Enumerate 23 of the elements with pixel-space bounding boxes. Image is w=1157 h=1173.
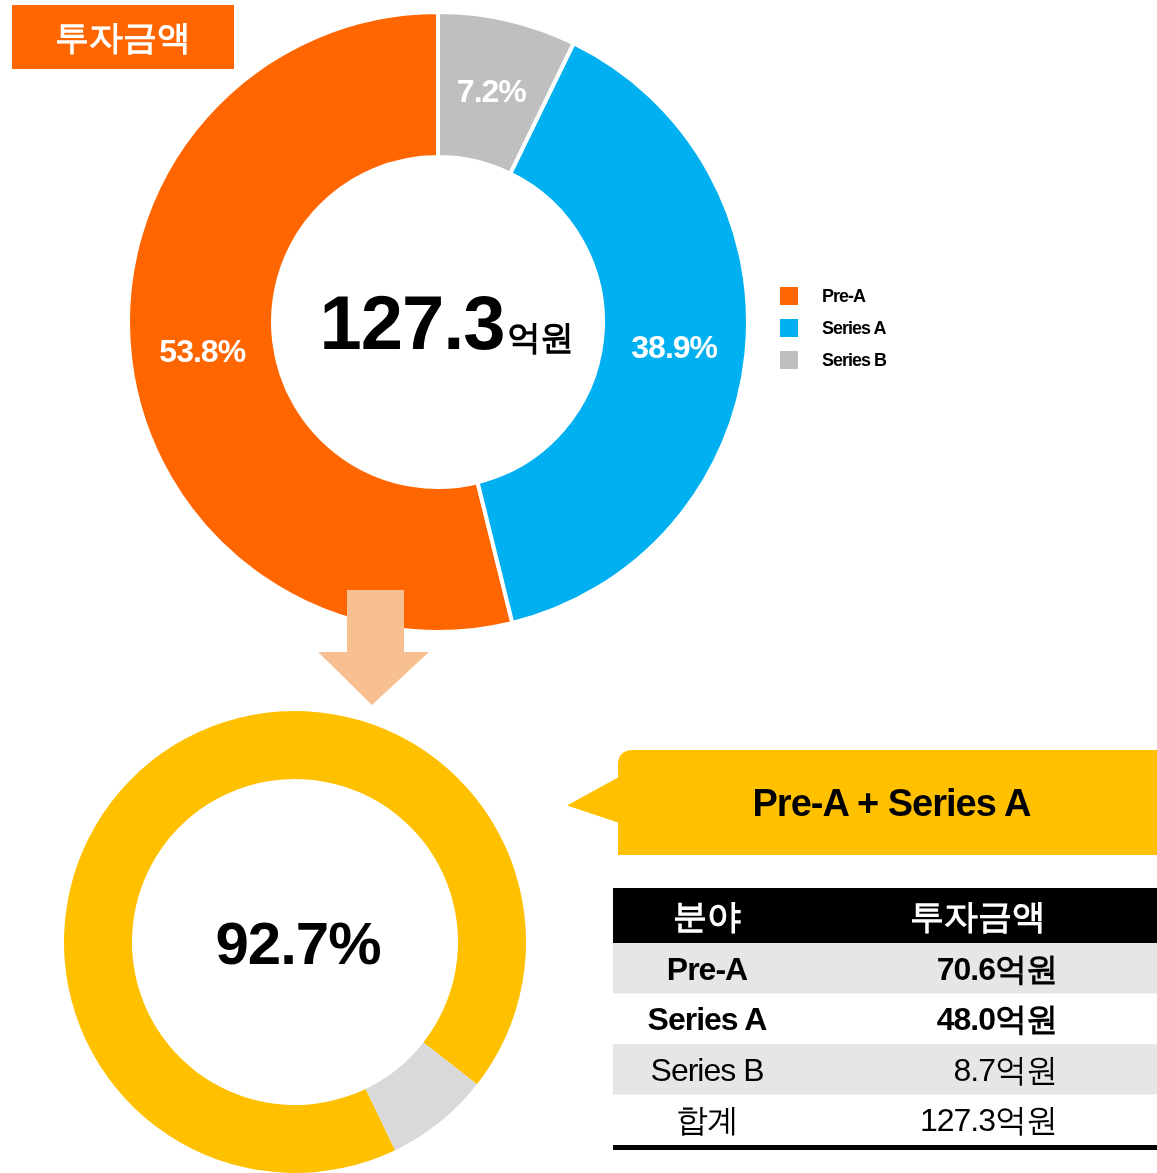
donut-slice [64,711,526,1173]
data-label: 7.2% [456,73,527,110]
text: 127.3억원 [319,280,573,366]
legend-label: Series B [822,350,888,371]
data-label: 8.7억원 [953,1051,1057,1088]
data-label: 38.9% [631,329,718,366]
data-label: 53.8% [159,333,246,370]
category-label: Series B [650,1051,764,1088]
category-label: Pre-A [666,950,749,987]
data-label: 127.3억원 [919,1102,1057,1139]
text: 투자금액 [910,897,1046,936]
chart-title: 투자금액 [55,18,191,57]
legend-label: Pre-A [822,286,867,307]
category-label: Series A [647,1001,768,1038]
text: 분야 [673,897,741,936]
donut-slice [365,1042,477,1151]
category-label: 합계 [676,1102,738,1139]
legend-label: Series A [822,318,887,339]
data-label: 70.6억원 [936,950,1057,987]
title: 투자금액 [12,5,234,69]
text: 92.7% [215,909,381,977]
data-label: 48.0억원 [936,1001,1057,1038]
text: Pre-A + Series A [752,782,1032,825]
